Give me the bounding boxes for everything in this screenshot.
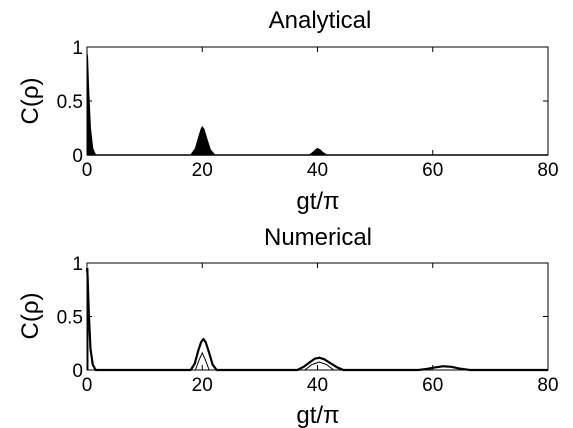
- y-tick-label: 1: [72, 38, 83, 59]
- series-inner-lobe-1: [304, 361, 334, 371]
- series-marks: [86, 52, 548, 156]
- x-tick-label: 0: [82, 375, 93, 396]
- x-tick-label: 60: [422, 160, 443, 181]
- series-0: [85, 268, 549, 372]
- x-tick-label: 0: [82, 160, 93, 181]
- plot-area: [86, 46, 549, 156]
- y-tick-label: 0: [72, 146, 83, 167]
- x-tick-label: 60: [422, 375, 443, 396]
- series-envelope-fill: [86, 52, 548, 156]
- x-axis-label: gt/π: [296, 402, 339, 428]
- series-0: [86, 52, 548, 156]
- series-inner-lobe-0: [194, 351, 210, 371]
- series-envelope-line: [85, 268, 549, 372]
- x-tick-label: 20: [192, 375, 213, 396]
- axis-ticks: 0 20 40 60 80 0 0.5 1: [57, 254, 559, 396]
- y-axis-label: C(ρ): [17, 78, 44, 125]
- x-tick-label: 40: [307, 375, 328, 396]
- y-tick-label: 0.5: [57, 308, 83, 329]
- y-axis-label: C(ρ): [17, 293, 44, 340]
- axis-ticks: 0 20 40 60 80 0 0.5 1: [57, 38, 559, 181]
- y-tick-label: 0.5: [57, 92, 83, 113]
- chart-title: Numerical: [264, 224, 372, 251]
- series-marks: [85, 268, 549, 372]
- plot-area: [86, 262, 549, 371]
- x-tick-label: 20: [192, 160, 213, 181]
- chart-title: Analytical: [269, 7, 372, 34]
- y-tick-label: 1: [72, 254, 83, 275]
- x-axis-label: gt/π: [296, 188, 339, 215]
- chart-analytical: Analytical 0 20 40 60 80 0 0.5 1 gt/π C(ρ): [17, 7, 559, 215]
- x-tick-label: 40: [307, 160, 328, 181]
- x-tick-label: 80: [537, 160, 558, 181]
- y-tick-label: 0: [72, 361, 83, 382]
- x-tick-label: 80: [537, 375, 558, 396]
- chart-numerical: Numerical 0 20 40 60 80 0 0.5 1 gt/π C(ρ): [17, 224, 559, 428]
